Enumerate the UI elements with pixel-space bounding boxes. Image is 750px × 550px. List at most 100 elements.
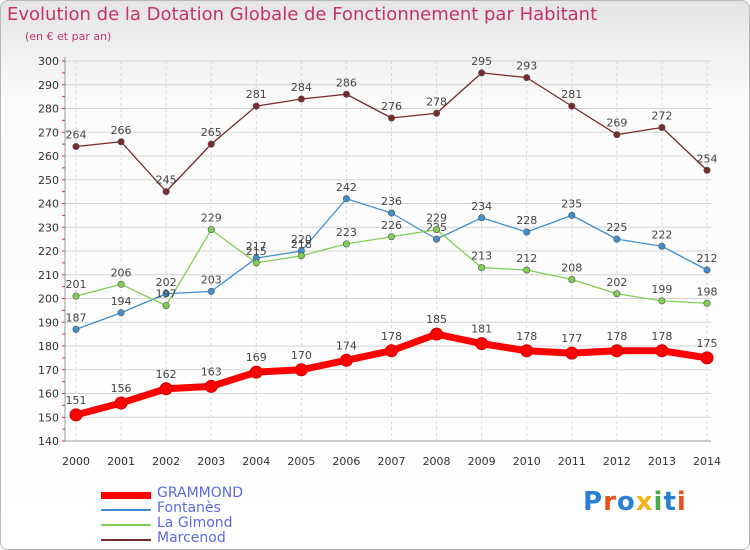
y-tick-label: 170 <box>38 364 59 377</box>
data-point-marcenod <box>297 95 305 103</box>
data-label-fontan-s: 225 <box>606 221 627 234</box>
data-point-fontan-s <box>523 228 531 236</box>
y-tick-label: 210 <box>38 269 59 282</box>
data-label-fontan-s: 236 <box>381 195 402 208</box>
logo-letter: o <box>616 487 636 517</box>
data-label-grammond: 178 <box>651 330 672 343</box>
x-tick-label: 2014 <box>693 455 721 468</box>
data-point-grammond <box>69 408 83 422</box>
data-point-marcenod <box>252 102 260 110</box>
data-point-fontan-s <box>433 235 441 243</box>
data-label-fontan-s: 228 <box>516 214 537 227</box>
y-tick-label: 230 <box>38 221 59 234</box>
data-point-grammond <box>430 327 444 341</box>
data-point-grammond <box>159 382 173 396</box>
data-label-fontan-s: 212 <box>697 252 718 265</box>
data-label-marcenod: 293 <box>516 60 537 73</box>
data-label-marcenod: 266 <box>111 124 132 137</box>
data-label-marcenod: 278 <box>426 95 447 108</box>
data-label-fontan-s: 187 <box>66 311 87 324</box>
data-point-marcenod <box>568 102 576 110</box>
data-label-grammond: 169 <box>246 351 267 364</box>
data-label-la-gimond: 197 <box>156 288 177 301</box>
y-tick-label: 300 <box>38 55 59 68</box>
y-tick-label: 150 <box>38 411 59 424</box>
data-point-fontan-s <box>387 209 395 217</box>
data-point-marcenod <box>387 114 395 122</box>
y-tick-label: 240 <box>38 198 59 211</box>
chart-subtitle: (en € et par an) <box>25 30 112 43</box>
legend-swatch <box>101 491 151 499</box>
y-tick-label: 220 <box>38 245 59 258</box>
data-label-grammond: 156 <box>111 382 132 395</box>
legend-swatch <box>101 509 151 511</box>
x-tick-label: 2009 <box>468 455 496 468</box>
y-tick-label: 190 <box>38 316 59 329</box>
data-point-marcenod <box>162 188 170 196</box>
data-label-la-gimond: 218 <box>291 238 312 251</box>
data-point-fontan-s <box>162 290 170 298</box>
data-label-grammond: 177 <box>561 332 582 345</box>
data-label-grammond: 170 <box>291 349 312 362</box>
logo-letter: P <box>583 487 604 517</box>
data-label-marcenod: 245 <box>156 174 177 187</box>
data-point-la-gimond <box>162 302 170 310</box>
data-point-grammond <box>520 344 534 358</box>
data-label-grammond: 185 <box>426 313 447 326</box>
data-point-la-gimond <box>478 264 486 272</box>
data-point-la-gimond <box>703 299 711 307</box>
data-label-la-gimond: 206 <box>111 266 132 279</box>
data-point-marcenod <box>478 69 486 77</box>
data-point-grammond <box>700 351 714 365</box>
data-label-marcenod: 281 <box>246 88 267 101</box>
data-point-la-gimond <box>252 259 260 267</box>
data-point-la-gimond <box>387 233 395 241</box>
data-point-la-gimond <box>568 275 576 283</box>
data-label-grammond: 178 <box>381 330 402 343</box>
data-label-la-gimond: 198 <box>697 285 718 298</box>
logo-letter: i <box>676 487 687 517</box>
data-label-fontan-s: 203 <box>201 273 222 286</box>
data-label-marcenod: 276 <box>381 100 402 113</box>
data-point-la-gimond <box>297 252 305 260</box>
data-label-fontan-s: 234 <box>471 200 492 213</box>
logo-letter: i <box>653 487 664 517</box>
data-label-marcenod: 284 <box>291 81 312 94</box>
legend-swatch <box>101 539 151 541</box>
data-label-marcenod: 264 <box>66 129 87 142</box>
data-label-fontan-s: 235 <box>561 197 582 210</box>
x-tick-label: 2012 <box>603 455 631 468</box>
data-label-la-gimond: 212 <box>516 252 537 265</box>
data-label-la-gimond: 201 <box>66 278 87 291</box>
x-tick-label: 2008 <box>423 455 451 468</box>
legend-label: La Gimond <box>157 515 233 531</box>
data-point-fontan-s <box>658 242 666 250</box>
legend-label: Marcenod <box>157 530 226 546</box>
data-point-grammond <box>249 365 263 379</box>
data-point-grammond <box>565 346 579 360</box>
data-label-grammond: 151 <box>66 394 87 407</box>
data-point-la-gimond <box>658 297 666 305</box>
data-label-grammond: 181 <box>471 323 492 336</box>
data-point-la-gimond <box>72 292 80 300</box>
data-label-marcenod: 272 <box>651 110 672 123</box>
data-point-la-gimond <box>342 240 350 248</box>
x-tick-label: 2005 <box>287 455 315 468</box>
data-point-marcenod <box>523 74 531 82</box>
data-point-grammond <box>294 363 308 377</box>
data-point-fontan-s <box>703 266 711 274</box>
data-label-la-gimond: 202 <box>606 276 627 289</box>
data-point-la-gimond <box>117 280 125 288</box>
y-tick-label: 160 <box>38 388 59 401</box>
data-point-fontan-s <box>613 235 621 243</box>
data-point-fontan-s <box>207 287 215 295</box>
data-label-fontan-s: 202 <box>156 276 177 289</box>
data-point-fontan-s <box>478 214 486 222</box>
data-label-grammond: 178 <box>516 330 537 343</box>
x-tick-label: 2013 <box>648 455 676 468</box>
data-point-la-gimond <box>207 226 215 234</box>
data-point-la-gimond <box>433 226 441 234</box>
data-label-la-gimond: 199 <box>651 283 672 296</box>
legend-label: Fontanès <box>157 500 221 516</box>
